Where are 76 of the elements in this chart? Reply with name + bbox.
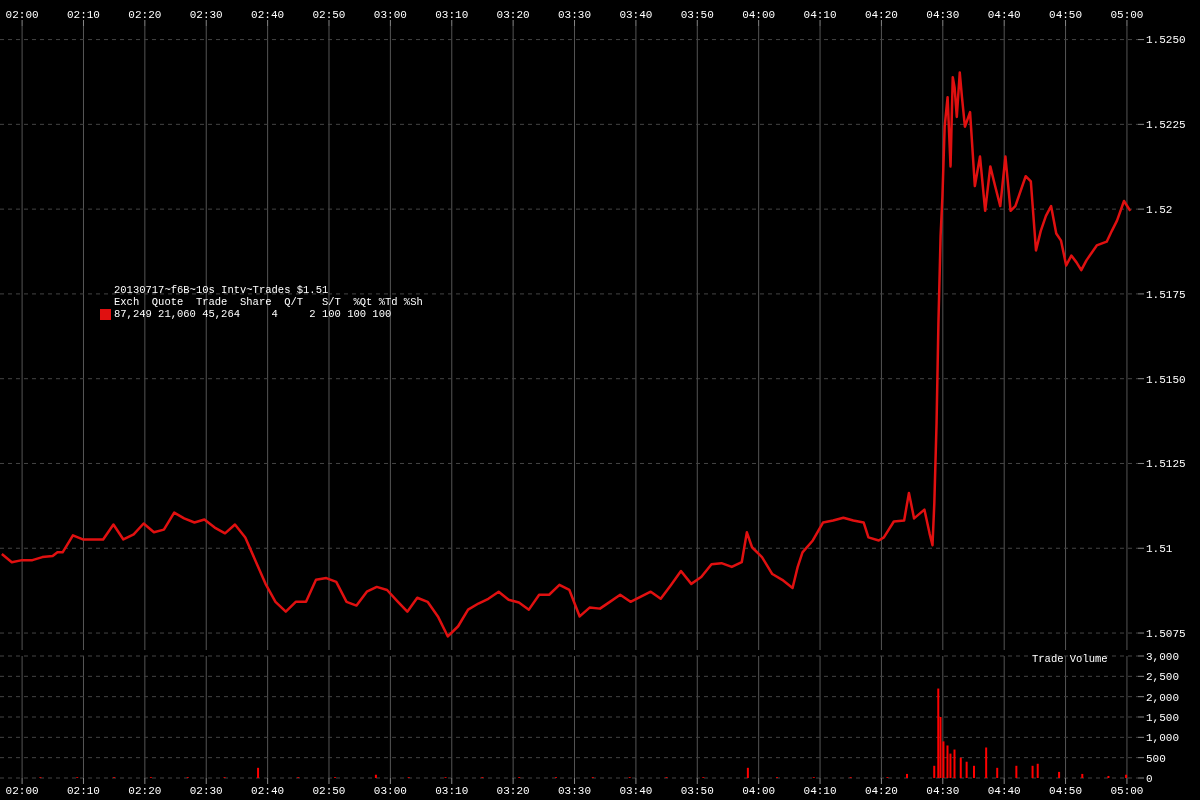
x-tick-label: 03:40 <box>619 9 653 21</box>
y-tick-label: 3,000 <box>1146 650 1180 663</box>
x-tick-label: 03:10 <box>435 784 469 797</box>
x-tick-label: 02:40 <box>251 9 285 21</box>
x-tick-label: 04:20 <box>864 784 898 797</box>
x-tick-label: 04:30 <box>926 784 960 797</box>
y-tick-label: 1.5175 <box>1146 288 1186 301</box>
x-tick-label: 02:20 <box>128 9 162 21</box>
y-tick-label: 1.51 <box>1146 543 1173 556</box>
x-tick-label: 02:30 <box>189 9 223 21</box>
y-tick-label: 500 <box>1146 752 1166 765</box>
bar <box>1031 765 1034 778</box>
x-tick-label: 03:50 <box>680 9 714 21</box>
x-tick-label: 03:30 <box>558 784 592 797</box>
x-tick-label: 04:20 <box>864 9 898 21</box>
bar <box>953 749 956 778</box>
x-tick-label: 03:10 <box>435 9 469 21</box>
x-tick-label: 02:20 <box>128 784 162 797</box>
bar <box>1107 775 1110 778</box>
x-tick-label: 02:00 <box>5 9 39 21</box>
chart-title: Trade Volume <box>1032 653 1108 665</box>
annotation: Exch Quote Trade Share Q/T S/T %Qt %Td %Sh <box>114 296 423 308</box>
x-tick-label: 04:10 <box>803 9 837 21</box>
bar <box>965 761 968 778</box>
y-tick-label: 2,500 <box>1146 671 1180 684</box>
x-tick-label: 03:20 <box>496 784 530 797</box>
x-tick-label: 04:30 <box>926 9 960 21</box>
y-tick-label: 1,500 <box>1146 711 1180 724</box>
bar <box>946 745 949 778</box>
x-tick-label: 02:10 <box>66 9 100 21</box>
bar <box>985 747 988 778</box>
x-tick-label: 02:10 <box>66 784 100 797</box>
bar <box>1081 773 1084 778</box>
y-tick-label: 1.52 <box>1146 204 1173 217</box>
bar <box>959 757 962 778</box>
x-tick-label: 02:40 <box>251 784 285 797</box>
y-tick-label: 0 <box>1146 772 1153 785</box>
x-tick-label: 04:50 <box>1049 9 1083 21</box>
x-tick-label: 03:40 <box>619 784 653 797</box>
x-tick-label: 04:10 <box>803 784 837 797</box>
y-tick-label: 2,000 <box>1146 691 1180 704</box>
y-tick-label: 1.5150 <box>1146 373 1186 386</box>
line-series <box>0 71 1132 638</box>
x-tick-label: 05:00 <box>1110 784 1144 797</box>
x-tick-label: 03:50 <box>680 784 714 797</box>
x-tick-label: 03:00 <box>373 784 407 797</box>
x-tick-label: 05:00 <box>1110 9 1144 21</box>
x-tick-label: 03:00 <box>373 9 407 21</box>
bar <box>973 765 976 778</box>
x-tick-label: 02:50 <box>312 784 346 797</box>
bar <box>937 688 940 778</box>
bar <box>746 767 749 778</box>
x-tick-label: 04:00 <box>742 784 776 797</box>
y-tick-label: 1,000 <box>1146 732 1180 745</box>
x-tick-label: 03:30 <box>558 9 592 21</box>
bar <box>1036 763 1039 778</box>
y-tick-label: 1.5250 <box>1146 34 1186 47</box>
bar <box>996 767 999 778</box>
annotation: 20130717~f6B~10s Intv~Trades $1.51 <box>114 284 329 296</box>
x-tick-label: 04:40 <box>987 9 1021 21</box>
bar <box>933 765 936 778</box>
bar <box>257 767 260 778</box>
y-tick-label: 1.5125 <box>1146 458 1186 471</box>
bar <box>1058 771 1061 778</box>
x-tick-label: 03:20 <box>496 9 530 21</box>
y-tick-label: 1.5225 <box>1146 119 1186 132</box>
x-tick-label: 04:50 <box>1049 784 1083 797</box>
x-tick-label: 02:30 <box>189 784 223 797</box>
bar <box>905 773 908 778</box>
x-tick-label: 02:50 <box>312 9 346 21</box>
x-tick-label: 04:00 <box>742 9 776 21</box>
annotation: 87,249 21,060 45,264 4 2 100 100 100 <box>114 308 392 320</box>
x-tick-label: 04:40 <box>987 784 1021 797</box>
x-tick-label: 02:00 <box>5 784 39 797</box>
bar <box>1015 765 1018 778</box>
y-tick-label: 1.5075 <box>1146 627 1186 640</box>
